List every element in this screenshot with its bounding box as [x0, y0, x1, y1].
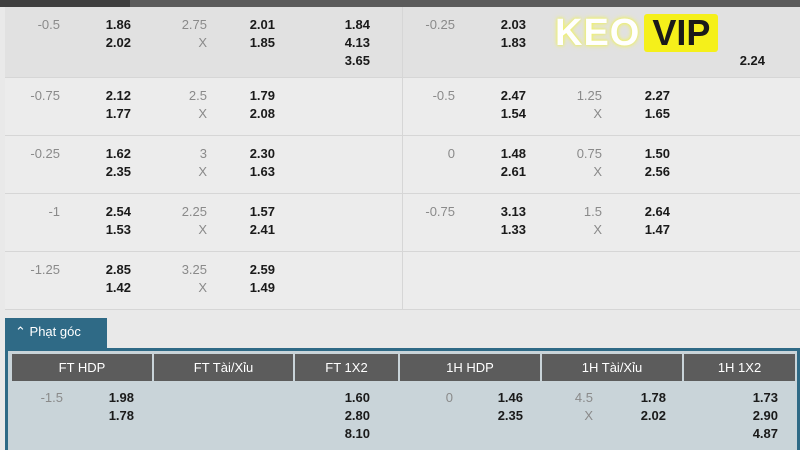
header-ft-ou: FT Tài/Xỉu [154, 354, 293, 381]
hdp-line: -0.5 [37, 17, 60, 32]
ft-hdp-odds[interactable]: 1.98 1.78 [108, 390, 134, 423]
hdp-odds[interactable]: 1.48 2.61 [500, 146, 526, 179]
header-1h-1x2: 1H 1X2 [684, 354, 795, 381]
1x2-odds[interactable] [330, 87, 370, 141]
ou-line: 1.25 X [576, 88, 602, 121]
ou-odds[interactable]: 2.59 1.49 [249, 262, 275, 295]
chevron-up-icon: ⌃ [15, 324, 26, 339]
keovip-logo: KEO VIP [555, 11, 719, 54]
hdp-odds[interactable]: 1.62 2.35 [105, 146, 131, 179]
hdp-line: -0.5 [432, 88, 455, 103]
hdp-line: -1.25 [30, 262, 60, 277]
hdp-line: -0.25 [30, 146, 60, 161]
match-right: -0.75 3.13 1.33 1.5 X 2.64 1.47 [402, 194, 799, 251]
ou-odds[interactable]: 1.79 2.08 [249, 88, 275, 121]
hdp-line: -0.75 [425, 204, 455, 219]
1x2-odds[interactable] [330, 261, 370, 315]
corner-panel: FT HDP FT Tài/Xỉu FT 1X2 1H HDP 1H Tài/X… [5, 348, 800, 450]
hdp-line [425, 261, 455, 279]
ou-line: 2.25 X [181, 204, 207, 237]
1x2-odds[interactable]: 2.24 [739, 53, 765, 68]
ou-odds[interactable]: 2.27 1.65 [644, 88, 670, 121]
ou-odds[interactable] [632, 261, 670, 297]
match-left: -0.25 1.62 2.35 3 X 2.30 1.63 [5, 136, 402, 193]
ft-hdp-line: -1.5 [40, 390, 63, 405]
1h-ou-odds[interactable]: 1.78 2.02 [640, 390, 666, 423]
logo-text-vip: VIP [644, 14, 719, 52]
ou-line: 0.75 X [576, 146, 602, 179]
header-1h-ou: 1H Tài/Xỉu [542, 354, 682, 381]
tab-label: Phạt góc [29, 324, 81, 339]
ou-line: 2.5 X [188, 88, 207, 121]
match-right: -0.25 2.03 1.83 2.24 [402, 7, 799, 77]
ou-line: 1.5 X [583, 204, 602, 237]
ou-line: 3.25 X [181, 262, 207, 295]
1x2-odds[interactable]: 1.84 4.13 3.65 [344, 17, 370, 68]
match-right: -0.5 2.47 1.54 1.25 X 2.27 1.65 [402, 78, 799, 135]
ft-1x2-odds[interactable]: 1.60 2.80 8.10 [344, 390, 370, 441]
hdp-line: 0 [447, 146, 455, 161]
hdp-odds[interactable]: 2.12 1.77 [105, 88, 131, 121]
corner-section-tab[interactable]: ⌃ Phạt góc [5, 318, 107, 349]
logo-text-keo: KEO [555, 11, 641, 54]
ou-odds[interactable]: 2.64 1.47 [644, 204, 670, 237]
ou-odds[interactable]: 2.30 1.63 [249, 146, 275, 179]
hdp-odds[interactable] [490, 261, 526, 297]
ou-odds[interactable]: 2.01 1.85 [249, 17, 275, 50]
hdp-odds[interactable]: 2.54 1.53 [105, 204, 131, 237]
header-1h-hdp: 1H HDP [400, 354, 540, 381]
1x2-odds[interactable] [725, 203, 765, 257]
match-left: -0.75 2.12 1.77 2.5 X 1.79 2.08 [5, 78, 402, 135]
odds-row: -0.25 1.62 2.35 3 X 2.30 1.63 0 1.48 2.61 0.75 X 1.5… [5, 136, 800, 194]
hdp-odds[interactable]: 3.13 1.33 [500, 204, 526, 237]
1h-hdp-line: 0 [445, 390, 453, 405]
match-left: -1.25 2.85 1.42 3.25 X 2.59 1.49 [5, 252, 402, 309]
hdp-odds[interactable]: 1.86 2.02 [105, 17, 131, 50]
header-ft-1x2: FT 1X2 [295, 354, 398, 381]
ou-odds[interactable]: 1.57 2.41 [249, 204, 275, 237]
hdp-line: -0.25 [425, 17, 455, 32]
1x2-odds[interactable] [330, 145, 370, 199]
odds-row: -1 2.54 1.53 2.25 X 1.57 2.41 -0.75 3.13 1.33 1.5 X… [5, 194, 800, 252]
hdp-odds[interactable]: 2.85 1.42 [105, 262, 131, 295]
1x2-odds[interactable] [725, 87, 765, 141]
1x2-odds[interactable] [725, 145, 765, 199]
top-bar [0, 0, 800, 7]
ou-line [570, 261, 602, 297]
hdp-odds[interactable]: 2.03 1.83 [500, 17, 526, 50]
1x2-odds[interactable] [330, 203, 370, 257]
match-right: 0 1.48 2.61 0.75 X 1.50 2.56 [402, 136, 799, 193]
header-ft-hdp: FT HDP [12, 354, 152, 381]
1h-ou-line: 4.5 X [574, 390, 593, 423]
hdp-line: -0.75 [30, 88, 60, 103]
hdp-odds[interactable]: 2.47 1.54 [500, 88, 526, 121]
match-right [402, 252, 799, 309]
odds-row: -0.75 2.12 1.77 2.5 X 1.79 2.08 -0.5 2.47 1.54 1.2… [5, 78, 800, 136]
ou-odds[interactable]: 1.50 2.56 [644, 146, 670, 179]
1h-hdp-odds[interactable]: 1.46 2.35 [497, 390, 523, 423]
odds-row: -1.25 2.85 1.42 3.25 X 2.59 1.49 [5, 252, 800, 310]
1x2-odds[interactable] [725, 261, 765, 315]
ou-line: 2.75 X [181, 17, 207, 50]
match-left: -0.5 1.86 2.02 2.75 X 2.01 1.85 1.84 4.13 3.65 [5, 7, 402, 77]
1h-1x2-odds[interactable]: 1.73 2.90 4.87 [752, 390, 778, 441]
hdp-line: -1 [48, 204, 60, 219]
match-left: -1 2.54 1.53 2.25 X 1.57 2.41 [5, 194, 402, 251]
